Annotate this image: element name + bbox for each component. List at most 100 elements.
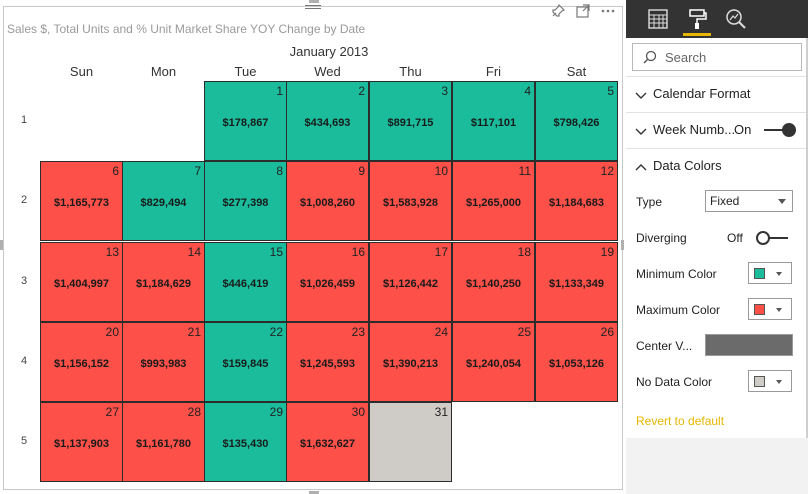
resize-handle-right[interactable] — [621, 240, 624, 250]
pane-tab-bar — [626, 0, 808, 38]
day-sales-value: $1,184,683 — [548, 197, 605, 209]
calendar-day-cell[interactable]: 30 $1,632,627 — [286, 402, 369, 482]
calendar-visual[interactable]: Sales $, Total Units and % Unit Market S… — [0, 0, 626, 494]
day-sales-value: $117,101 — [470, 117, 517, 129]
calendar-day-cell[interactable]: 18 $1,140,250 — [452, 242, 535, 322]
chevron-down-icon — [635, 124, 647, 142]
calendar-day-cell[interactable]: 13 $1,404,997 — [40, 242, 123, 322]
day-number: 9 — [358, 164, 365, 178]
day-number: 1 — [276, 84, 283, 98]
maximum-color-picker[interactable] — [748, 298, 792, 320]
day-sales-value: $446,419 — [222, 278, 269, 290]
chevron-down-icon — [776, 380, 782, 384]
resize-handle-top[interactable] — [309, 0, 319, 3]
calendar-day-cell[interactable]: 28 $1,161,780 — [122, 402, 205, 482]
day-sales-value: $1,632,627 — [299, 438, 356, 450]
calendar-day-cell[interactable]: 27 $1,137,903 — [40, 402, 123, 482]
calendar-day-cell[interactable]: 10 $1,583,928 — [369, 161, 452, 241]
resize-handle-bottom[interactable] — [309, 491, 319, 494]
calendar-day-cell[interactable]: 24 $1,390,213 — [369, 322, 452, 402]
calendar-day-cell[interactable]: 17 $1,126,442 — [369, 242, 452, 322]
day-of-week-header: Sun — [69, 64, 94, 79]
pin-icon[interactable] — [550, 3, 566, 19]
day-sales-value: $1,126,442 — [382, 278, 439, 290]
calendar-day-cell[interactable]: 6 $1,165,773 — [40, 161, 123, 241]
pane-scrollbar[interactable] — [806, 38, 808, 438]
day-sales-value: $1,140,250 — [465, 278, 522, 290]
calendar-day-cell[interactable]: 12 $1,184,683 — [535, 161, 618, 241]
calendar-day-cell[interactable]: 9 $1,008,260 — [286, 161, 369, 241]
pane-search-input[interactable]: Search — [632, 43, 802, 71]
resize-handle-left[interactable] — [0, 240, 3, 250]
calendar-day-cell[interactable]: 5 $798,426 — [535, 81, 618, 161]
more-options-icon[interactable] — [600, 3, 616, 19]
calendar-day-cell[interactable]: 4 $117,101 — [452, 81, 535, 161]
calendar-day-cell[interactable]: 3 $891,715 — [369, 81, 452, 161]
week-numbers-toggle[interactable] — [764, 123, 796, 137]
section-week-numbers[interactable]: Week Numb... On — [626, 112, 806, 146]
day-number: 14 — [187, 245, 201, 259]
day-of-week-header: Wed — [314, 64, 341, 79]
calendar-day-cell[interactable]: 19 $1,133,349 — [535, 242, 618, 322]
minimum-color-picker[interactable] — [748, 262, 792, 284]
center-value-input[interactable] — [705, 334, 793, 356]
day-sales-value: $1,156,152 — [53, 358, 110, 370]
day-sales-value: $1,404,997 — [53, 278, 110, 290]
day-sales-value: $798,426 — [553, 117, 600, 129]
calendar-day-cell[interactable]: 7 $829,494 — [122, 161, 205, 241]
day-number: 12 — [600, 164, 614, 178]
calendar-day-cell[interactable]: 20 $1,156,152 — [40, 322, 123, 402]
chevron-down-icon — [776, 272, 782, 276]
week-number: 3 — [20, 275, 28, 287]
type-dropdown[interactable]: Fixed — [705, 190, 793, 212]
calendar-day-cell[interactable]: 1 $178,867 — [204, 81, 287, 161]
day-sales-value: $135,430 — [222, 438, 269, 450]
week-number: 1 — [20, 114, 28, 126]
calendar-day-cell[interactable]: 22 $159,845 — [204, 322, 287, 402]
week-number: 5 — [20, 435, 28, 447]
chevron-down-icon — [778, 199, 786, 204]
calendar-day-cell[interactable]: 11 $1,265,000 — [452, 161, 535, 241]
day-number: 10 — [434, 164, 448, 178]
day-sales-value: $1,240,054 — [465, 358, 522, 370]
color-swatch — [754, 268, 765, 279]
diverging-label: Diverging — [636, 231, 687, 245]
calendar-day-cell[interactable]: 2 $434,693 — [286, 81, 369, 161]
day-number: 3 — [441, 84, 448, 98]
section-calendar-format[interactable]: Calendar Format — [626, 76, 806, 110]
visual-title: Sales $, Total Units and % Unit Market S… — [7, 22, 366, 36]
section-label: Calendar Format — [653, 86, 751, 101]
maximum-color-label: Maximum Color — [636, 303, 721, 317]
format-paint-roller-icon[interactable] — [683, 4, 711, 36]
day-of-week-header: Fri — [485, 64, 502, 79]
calendar-day-cell[interactable]: 29 $135,430 — [204, 402, 287, 482]
calendar-day-cell[interactable]: 14 $1,184,629 — [122, 242, 205, 322]
day-sales-value: $277,398 — [222, 197, 269, 209]
calendar-day-cell[interactable]: 31 — [369, 402, 452, 482]
day-number: 18 — [517, 245, 531, 259]
day-number: 4 — [524, 84, 531, 98]
calendar-day-cell[interactable]: 26 $1,053,126 — [535, 322, 618, 402]
revert-to-default-link[interactable]: Revert to default — [636, 414, 725, 428]
day-sales-value: $1,245,593 — [299, 358, 356, 370]
calendar-day-cell[interactable]: 21 $993,983 — [122, 322, 205, 402]
chevron-down-icon — [635, 88, 647, 106]
drag-grip-icon[interactable] — [305, 5, 321, 11]
day-sales-value: $1,184,629 — [135, 278, 192, 290]
day-sales-value: $829,494 — [140, 197, 187, 209]
no-data-color-picker[interactable] — [748, 370, 792, 392]
calendar-day-cell[interactable]: 25 $1,240,054 — [452, 322, 535, 402]
day-number: 6 — [112, 164, 119, 178]
diverging-toggle[interactable] — [756, 231, 788, 245]
calendar-day-cell[interactable]: 23 $1,245,593 — [286, 322, 369, 402]
analytics-magnifier-icon[interactable] — [722, 4, 750, 34]
focus-mode-icon[interactable] — [575, 3, 591, 19]
day-number: 24 — [434, 325, 448, 339]
center-value-label: Center V... — [636, 339, 693, 353]
calendar-day-cell[interactable]: 16 $1,026,459 — [286, 242, 369, 322]
calendar-day-cell[interactable]: 8 $277,398 — [204, 161, 287, 241]
calendar-day-cell[interactable]: 15 $446,419 — [204, 242, 287, 322]
section-data-colors[interactable]: Data Colors — [626, 148, 806, 182]
fields-tab-icon[interactable] — [644, 4, 672, 34]
color-swatch — [754, 376, 765, 387]
